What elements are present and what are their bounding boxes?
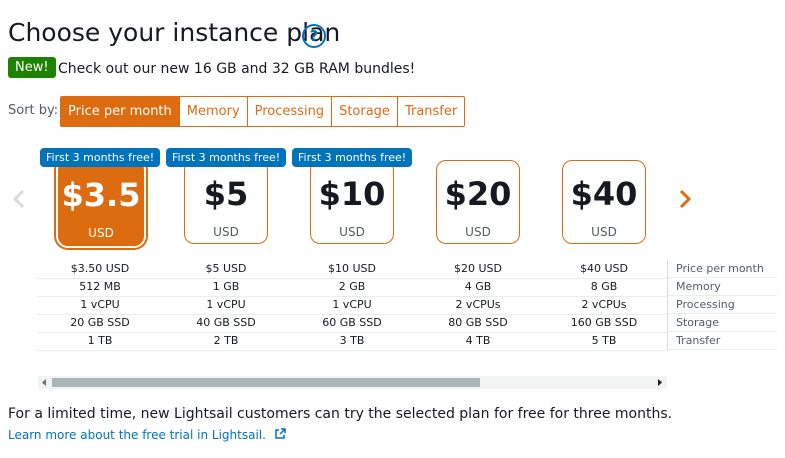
spec-cell: 8 GB [541,278,667,297]
spec-cell: 512 MB [37,278,163,297]
spec-cell: 1 GB [163,278,289,297]
external-icon [275,428,286,439]
plan-card[interactable]: $3.5 USD [58,160,144,246]
plan-badge: First 3 months free! [292,148,413,167]
plan-price: $5 [203,175,249,213]
scroll-left[interactable] [40,378,48,387]
announcement: Check out our new 16 GB and 32 GB RAM bu… [58,61,416,77]
plan-currency: USD [339,225,365,239]
plan-price: $20 [444,175,512,213]
plan-currency: USD [591,225,617,239]
footer-text: For a limited time, new Lightsail custom… [8,406,673,422]
spec-cell: $10 USD [289,260,415,279]
spec-cell: $3.50 USD [37,260,163,279]
spec-label: Transfer [667,332,777,350]
plan-currency: USD [88,226,114,240]
sort-option[interactable]: Price per month [61,97,179,126]
spec-cell: 2 GB [289,278,415,297]
plan-currency: USD [465,225,491,239]
plan-price: $3.5 [61,176,141,214]
spec-label: Processing [667,296,777,314]
scroll-right[interactable] [656,378,664,387]
spec-cell: 2 TB [163,332,289,351]
plan-currency: USD [213,225,239,239]
next-arrow[interactable] [676,188,694,210]
plan-badge: First 3 months free! [40,148,161,167]
plan-badge: First 3 months free! [166,148,287,167]
spec-cell: 1 vCPU [163,296,289,315]
page-title: Choose your instance plan [8,18,341,47]
sort-option[interactable]: Transfer [396,97,464,126]
plan-card[interactable]: $10 USD [310,160,394,244]
spec-cell: 160 GB SSD [541,314,667,333]
scroll-thumb[interactable] [52,378,480,387]
spec-cell: 40 GB SSD [163,314,289,333]
new-badge: New! [8,57,56,78]
spec-cell: 4 TB [415,332,541,351]
spec-label: Storage [667,314,777,332]
spec-cell: 1 vCPU [289,296,415,315]
spec-cell: 1 vCPU [37,296,163,315]
sort-group: Price per month Memory Processing Storage Tr… [60,96,466,127]
footer-link[interactable]: Learn more about the free trial in Light… [8,428,286,442]
help-icon[interactable]: ? [302,24,326,48]
spec-cell: 2 vCPUs [541,296,667,315]
sort-option[interactable]: Storage [331,97,397,126]
spec-cell: 1 TB [37,332,163,351]
spec-cell: 5 TB [541,332,667,351]
plan-price: $10 [318,175,386,213]
plan-card[interactable]: $40 USD [562,160,646,244]
spec-cell: $20 USD [415,260,541,279]
prev-arrow[interactable] [10,188,28,210]
sort-label: Sort by: [8,103,59,118]
plan-card[interactable]: $5 USD [184,160,268,244]
spec-cell: 2 vCPUs [415,296,541,315]
spec-cell: 4 GB [415,278,541,297]
spec-cell: 20 GB SSD [37,314,163,333]
spec-label: Memory [667,278,777,296]
plan-card[interactable]: $20 USD [436,160,520,244]
spec-cell: $40 USD [541,260,667,279]
sort-option[interactable]: Memory [178,97,247,126]
spec-cell: 80 GB SSD [415,314,541,333]
spec-label: Price per month [667,260,777,278]
link-text[interactable]: Learn more about the free trial in Light… [8,428,266,442]
spec-cell: $5 USD [163,260,289,279]
spec-cell: 3 TB [289,332,415,351]
spec-cell: 60 GB SSD [289,314,415,333]
scrollbar[interactable] [38,376,667,389]
plan-price: $40 [570,175,638,213]
sort-option[interactable]: Processing [246,97,331,126]
